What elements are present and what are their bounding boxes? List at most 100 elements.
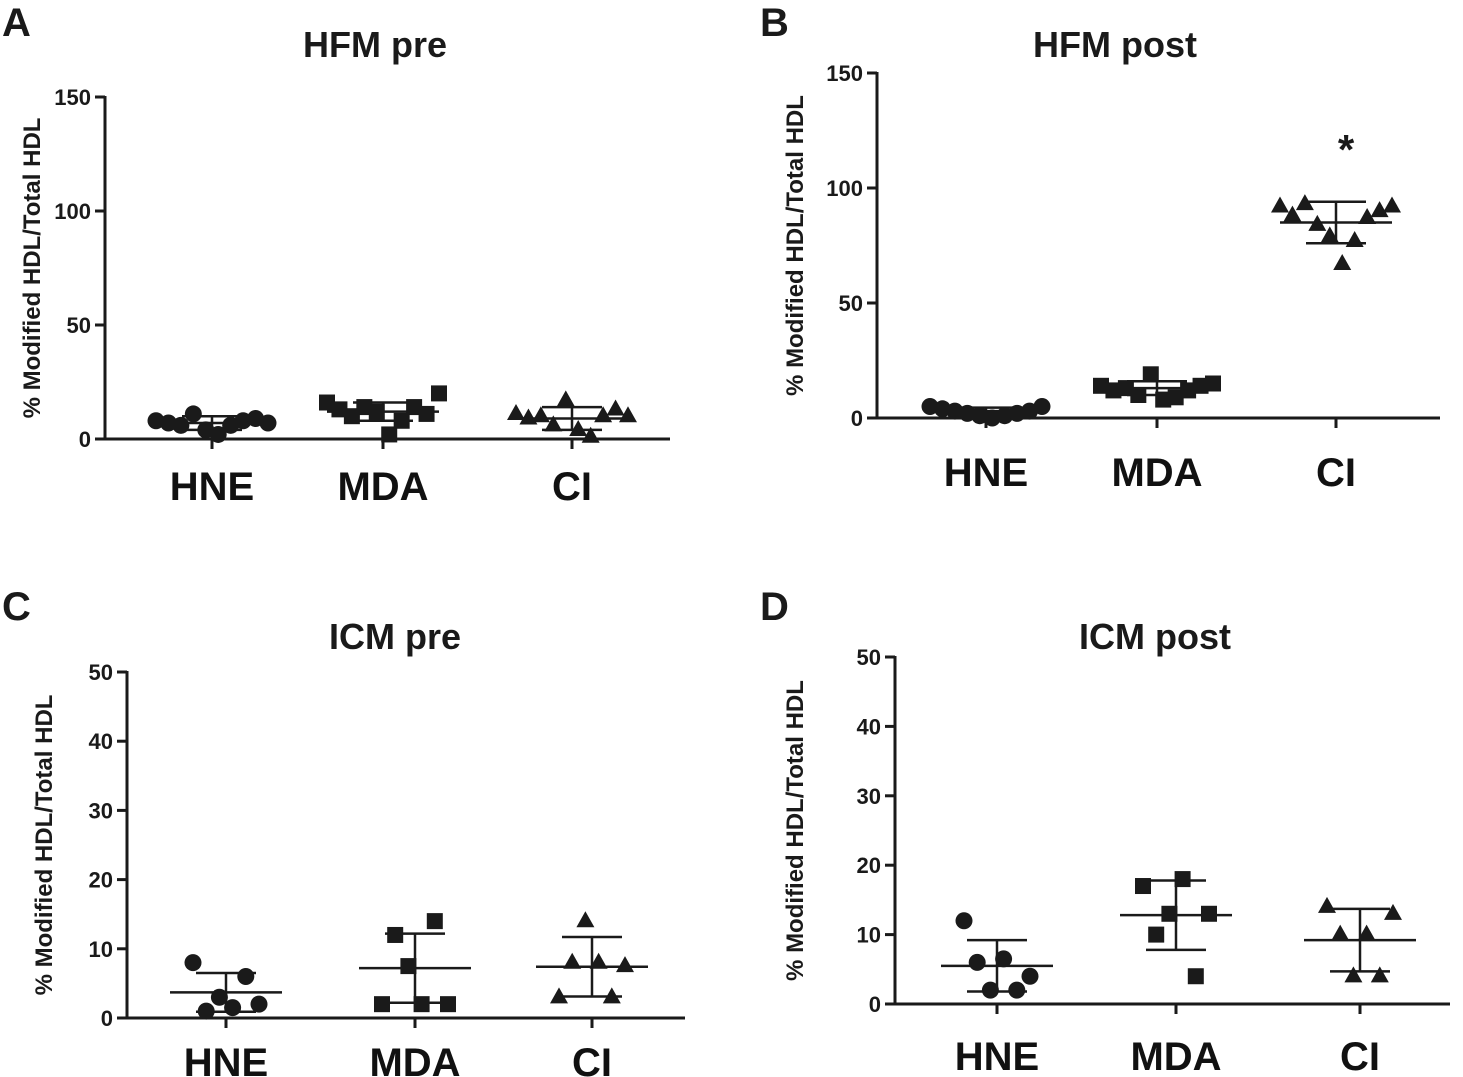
data-point — [1117, 380, 1134, 397]
series-ci — [1304, 896, 1416, 983]
chart-title: HFM pre — [303, 24, 447, 65]
data-point — [1318, 896, 1336, 913]
data-point — [431, 385, 447, 402]
y-tick-label: 10 — [857, 923, 881, 948]
x-tick-label: HNE — [955, 1035, 1039, 1077]
data-point — [319, 394, 335, 411]
data-point — [440, 996, 456, 1013]
data-point — [1345, 230, 1364, 247]
data-point — [1370, 966, 1389, 983]
significance-marker: * — [1338, 126, 1355, 173]
x-tick-label: CI — [1316, 451, 1356, 495]
x-tick-label: CI — [552, 465, 592, 509]
data-point — [1130, 387, 1147, 403]
panel-a: A HFM pre % Modified HDL/Total HDL 0 50 100 15… — [2, 1, 670, 509]
data-point — [224, 999, 242, 1017]
data-point — [1180, 382, 1197, 399]
data-point — [209, 425, 227, 443]
data-point — [556, 390, 575, 407]
y-tick-label: 50 — [857, 645, 881, 670]
data-point — [1187, 968, 1204, 985]
data-point — [531, 406, 550, 423]
y-tick-label: 10 — [89, 937, 113, 962]
data-point — [1093, 377, 1109, 394]
data-point — [368, 403, 385, 420]
y-tick-label: 30 — [89, 798, 113, 823]
data-point — [172, 416, 190, 434]
chart-title: ICM post — [1079, 616, 1231, 657]
chart-title: HFM post — [1033, 24, 1197, 65]
data-point — [1370, 201, 1389, 218]
series-hne — [921, 398, 1051, 427]
data-point — [1331, 924, 1350, 941]
panel-d: D ICM post % Modified HDL/Total HDL 0 10 20 30… — [760, 585, 1450, 1077]
panel-letter: D — [760, 585, 789, 629]
data-point — [413, 996, 430, 1013]
data-point — [594, 406, 613, 423]
data-point — [955, 912, 973, 930]
series-mda — [359, 913, 471, 1013]
x-tick-label: CI — [572, 1041, 612, 1077]
data-point — [1333, 253, 1352, 270]
data-point — [1105, 382, 1122, 399]
chart-title: ICM pre — [329, 616, 461, 657]
data-point — [343, 408, 360, 425]
x-tick-label: CI — [1340, 1035, 1380, 1077]
x-tick-label: MDA — [1130, 1035, 1221, 1077]
y-axis-label: % Modified HDL/Total HDL — [782, 680, 809, 981]
data-point — [1344, 966, 1363, 983]
y-tick-label: 20 — [857, 853, 881, 878]
data-point — [381, 426, 398, 443]
series-mda — [319, 385, 447, 443]
data-point — [400, 958, 417, 975]
y-tick-label: 30 — [857, 784, 881, 809]
data-point — [1174, 871, 1191, 888]
series-hne — [941, 912, 1053, 999]
data-point — [387, 926, 404, 943]
data-point — [1142, 366, 1159, 383]
data-point — [581, 426, 600, 443]
data-point — [968, 953, 986, 971]
panel-letter: A — [2, 1, 31, 45]
x-tick-label: HNE — [184, 1041, 268, 1077]
data-point — [1358, 207, 1377, 224]
panel-letter: B — [760, 1, 789, 45]
x-tick-label: HNE — [170, 465, 254, 509]
data-point — [1383, 196, 1401, 213]
y-tick-label: 0 — [869, 992, 881, 1017]
x-tick-label: HNE — [944, 451, 1028, 495]
y-axis-label: % Modified HDL/Total HDL — [31, 695, 58, 996]
data-point — [418, 405, 435, 422]
y-tick-label: 40 — [89, 729, 113, 754]
data-point — [619, 406, 637, 423]
data-point — [563, 952, 582, 969]
data-point — [589, 952, 608, 969]
data-point — [995, 950, 1013, 968]
data-point — [616, 956, 634, 973]
series-hne — [170, 954, 282, 1020]
data-point — [569, 419, 588, 436]
data-point — [576, 911, 595, 928]
y-tick-label: 20 — [89, 868, 113, 893]
data-point — [259, 414, 277, 432]
data-point — [1148, 926, 1165, 943]
data-point — [1271, 196, 1289, 213]
data-point — [250, 995, 268, 1013]
data-point — [1295, 194, 1314, 211]
data-point — [981, 981, 999, 999]
data-point — [1192, 377, 1209, 394]
series-ci — [536, 911, 648, 1004]
y-axis-label: % Modified HDL/Total HDL — [19, 118, 46, 419]
data-point — [1283, 205, 1302, 222]
data-point — [550, 987, 568, 1004]
data-point — [374, 996, 390, 1013]
data-point — [184, 405, 202, 423]
data-point — [197, 1002, 215, 1020]
data-point — [1357, 924, 1376, 941]
data-point — [426, 913, 443, 930]
data-point — [1308, 214, 1327, 231]
data-point — [331, 401, 348, 418]
y-tick-label: 50 — [67, 313, 91, 338]
y-tick-label: 0 — [101, 1006, 113, 1031]
